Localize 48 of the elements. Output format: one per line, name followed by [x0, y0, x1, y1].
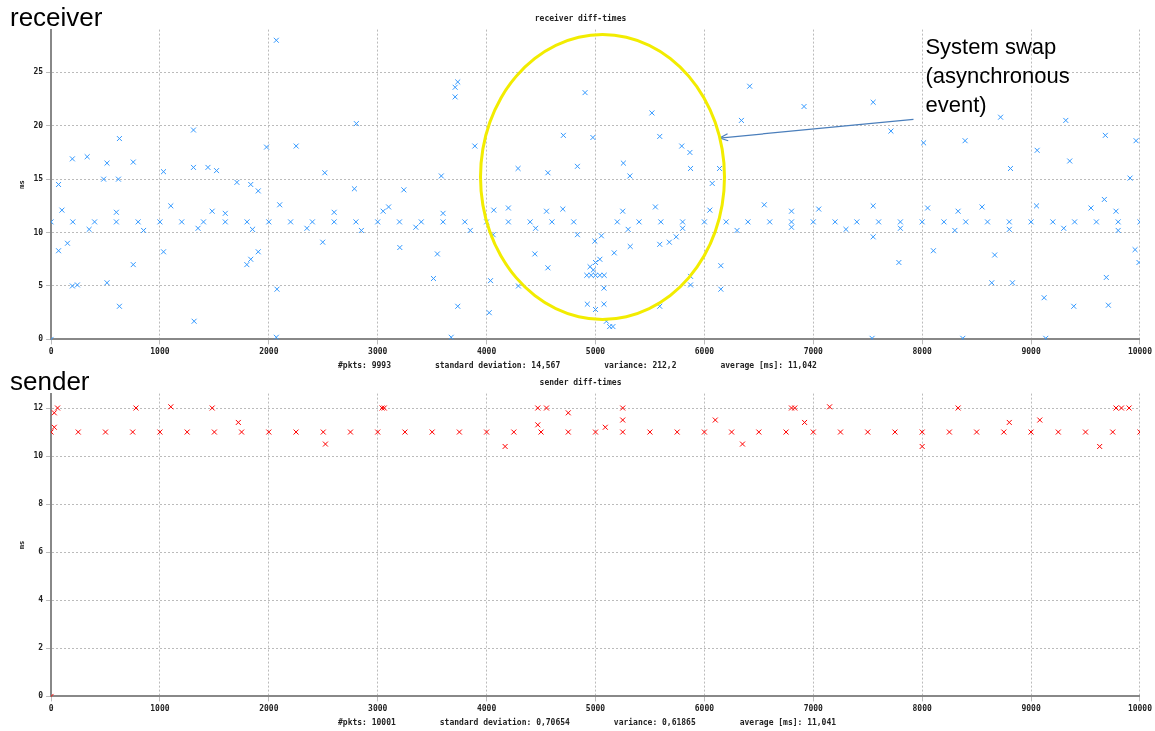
x-tick-label: 5000 [585, 704, 606, 714]
y-tick-label: 8 [38, 499, 44, 509]
x-tick-label: 6000 [694, 347, 715, 357]
x-tick-label: 10000 [1127, 704, 1153, 714]
y-tick-label: 10 [33, 227, 44, 237]
y-tick-label: 0 [38, 691, 44, 701]
x-tick-label: 1000 [150, 347, 170, 357]
y-tick-label: 10 [33, 451, 44, 461]
y-tick-label: 12 [33, 403, 44, 413]
text: variance: 212,2 [604, 360, 677, 372]
text: variance: 0,61865 [613, 717, 696, 729]
x-tick-label: 10000 [1127, 347, 1153, 357]
text: standard deviation: 0,70654 [439, 717, 570, 729]
text: standard deviation: 14,567 [434, 360, 561, 372]
x-tick-label: 5000 [585, 347, 606, 357]
text: average [ms]: 11,041 [739, 717, 837, 729]
text: #pkts: 10001 [338, 717, 396, 729]
y-tick-label: 0 [38, 334, 44, 344]
x-tick-label: 4000 [476, 704, 497, 714]
x-tick-label: 7000 [803, 704, 824, 714]
chart-title: receiver diff-times [534, 12, 627, 23]
chart-subtitle: sender [10, 366, 90, 397]
x-tick-label: 3000 [368, 347, 388, 357]
x-tick-label: 8000 [912, 347, 932, 357]
x-tick-label: 6000 [694, 704, 715, 714]
x-tick-label: 2000 [259, 347, 279, 357]
text: #pkts: 9993 [338, 360, 391, 372]
x-tick-label: 9000 [1021, 347, 1041, 357]
y-tick-label: 15 [33, 174, 44, 184]
x-tick-label: 0 [48, 704, 54, 714]
y-tick-label: 25 [33, 67, 44, 77]
y-tick-label: 6 [38, 547, 44, 557]
chart-subtitle: receiver [10, 2, 103, 33]
x-tick-label: 8000 [912, 704, 932, 714]
y-tick-label: 5 [38, 281, 44, 291]
x-tick-label: 2000 [259, 704, 279, 714]
chart-title: sender diff-times [539, 376, 622, 387]
text: average [ms]: 11,042 [720, 360, 817, 372]
annotation: System swap (asynchronous event) [925, 34, 1070, 118]
y-tick-label: 2 [38, 643, 44, 653]
x-tick-label: 1000 [150, 704, 170, 714]
y-tick-label: 20 [33, 120, 44, 130]
x-tick-label: 9000 [1021, 704, 1041, 714]
x-tick-label: 7000 [803, 347, 824, 357]
y-tick-label: 4 [38, 595, 44, 605]
x-tick-label: 0 [48, 347, 54, 357]
x-tick-label: 3000 [368, 704, 388, 714]
x-tick-label: 4000 [476, 347, 497, 357]
